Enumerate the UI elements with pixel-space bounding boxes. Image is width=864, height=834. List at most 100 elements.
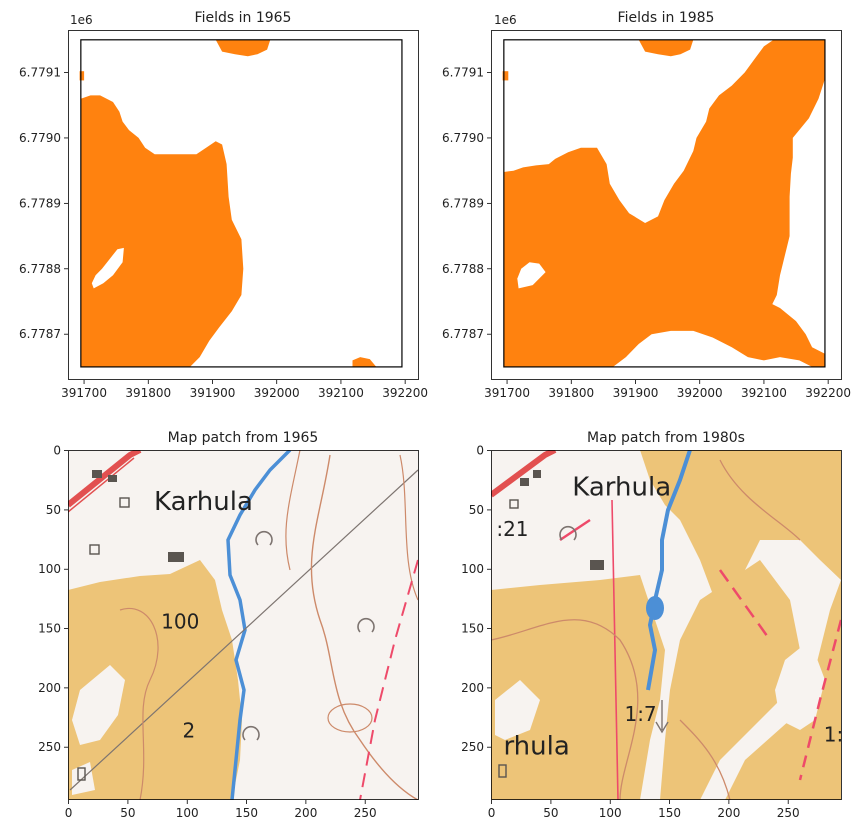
y-tick-label: 50 — [469, 503, 484, 517]
field-areas — [502, 39, 825, 367]
plot-area — [68, 450, 419, 800]
x-tick-label: 250 — [777, 806, 800, 820]
contour — [399, 454, 418, 601]
clearing — [775, 640, 825, 730]
symbol-arc — [357, 617, 375, 633]
place-name-bottom: rhula — [503, 731, 569, 761]
chart-title: Map patch from 1980s — [587, 430, 745, 446]
y-axis-ticks: 0 50 100 150 200 250 — [38, 444, 68, 754]
symbol-arc — [242, 725, 260, 741]
x-axis-ticks: 0 50 100 150 200 250 — [65, 800, 377, 820]
y-tick-label: 6.7790 — [19, 131, 61, 145]
field-area — [491, 575, 665, 800]
symbol-arc — [559, 525, 577, 541]
grid-line — [69, 469, 418, 791]
y-tick-label: 6.7788 — [442, 262, 484, 276]
y-tick-label: 50 — [46, 503, 61, 517]
study-frame — [80, 39, 403, 368]
y-tick-label: 6.7787 — [442, 327, 484, 341]
buildings — [77, 470, 184, 781]
edge-label: 1: — [824, 722, 843, 746]
panel-fields-1965: Fields in 1965 1e6 391700 391800 391900 392… — [19, 10, 428, 400]
boundary-marking — [798, 619, 841, 781]
x-tick-label: 250 — [354, 806, 377, 820]
x-tick-label: 392000 — [254, 386, 300, 400]
pond — [646, 596, 664, 620]
boundary-marking — [718, 569, 772, 641]
symbol-arc — [255, 530, 273, 546]
x-axis-ticks: 391700 391800 391900 392000 392100 392200 — [484, 380, 851, 400]
field-holes — [91, 247, 124, 289]
chart-title: Map patch from 1965 — [168, 430, 319, 446]
field-area — [640, 450, 841, 800]
field-area — [68, 560, 242, 800]
map-image-1965: Karhula 100 2 — [68, 450, 418, 800]
field-area — [660, 560, 800, 800]
place-name: Karhula — [154, 487, 253, 517]
road-edge — [68, 457, 135, 513]
contour — [285, 450, 301, 571]
contour — [679, 719, 731, 800]
contour — [310, 454, 418, 800]
boundary-marking — [359, 559, 418, 800]
field-areas — [79, 39, 377, 367]
field-holes — [517, 262, 546, 289]
x-tick-label: 50 — [120, 806, 135, 820]
chart-title: Fields in 1985 — [618, 10, 715, 26]
contour — [491, 619, 639, 800]
x-axis-ticks: 391700 391800 391900 392000 392100 392200 — [61, 380, 428, 400]
x-axis-ticks: 0 50 100 150 200 250 — [488, 800, 800, 820]
field-main — [503, 39, 825, 367]
clearing — [72, 665, 125, 745]
plot-area — [491, 450, 842, 800]
y-tick-label: 6.7787 — [19, 327, 61, 341]
road — [491, 450, 557, 498]
y-tick-label: 6.7791 — [19, 66, 61, 80]
y-tick-label: 6.7791 — [442, 66, 484, 80]
study-frame — [503, 39, 826, 368]
road — [68, 450, 142, 508]
x-tick-label: 50 — [543, 806, 558, 820]
x-tick-label: 392100 — [741, 386, 787, 400]
panel-map-1965: Map patch from 1965 — [38, 430, 419, 820]
x-tick-label: 200 — [717, 806, 740, 820]
y-tick-label: 6.7789 — [19, 196, 61, 210]
x-tick-label: 391800 — [125, 386, 171, 400]
buildings — [498, 470, 604, 778]
x-tick-label: 150 — [658, 806, 681, 820]
y-tick-label: 200 — [461, 681, 484, 695]
panel-map-1980s: Map patch from 1980s — [461, 430, 843, 820]
clearing — [495, 680, 540, 740]
y-tick-label: 6.7790 — [442, 131, 484, 145]
x-tick-label: 0 — [65, 806, 73, 820]
field-southeast — [352, 357, 377, 367]
contour-ring — [327, 703, 373, 733]
x-tick-label: 0 — [488, 806, 496, 820]
map-labels: Karhula 100 2 — [154, 487, 253, 743]
x-tick-label: 391700 — [61, 386, 107, 400]
y-tick-label: 250 — [461, 740, 484, 754]
x-tick-label: 391900 — [190, 386, 236, 400]
edge-label-left: :21 — [496, 517, 528, 541]
x-tick-label: 100 — [176, 806, 199, 820]
hole-west — [517, 262, 546, 289]
scale-label: 1:7 — [624, 702, 656, 726]
contour — [719, 459, 801, 541]
x-tick-label: 392100 — [318, 386, 364, 400]
river — [226, 450, 292, 800]
x-tick-label: 391700 — [484, 386, 530, 400]
y-tick-label: 150 — [461, 622, 484, 636]
map-labels: Karhula rhula 1:7 1::21 — [496, 473, 843, 762]
x-tick-label: 392200 — [805, 386, 851, 400]
number-label: 2 — [182, 719, 195, 743]
boundary-marking — [611, 499, 619, 800]
y-tick-label: 100 — [38, 562, 61, 576]
y-tick-label: 0 — [476, 444, 484, 458]
y-tick-label: 6.7789 — [442, 196, 484, 210]
x-tick-label: 392200 — [382, 386, 428, 400]
x-tick-label: 100 — [599, 806, 622, 820]
contour — [119, 607, 159, 800]
y-offset-label: 1e6 — [494, 13, 517, 27]
y-axis-ticks: 6.7787 6.7788 6.7789 6.7790 6.7791 — [442, 66, 491, 341]
